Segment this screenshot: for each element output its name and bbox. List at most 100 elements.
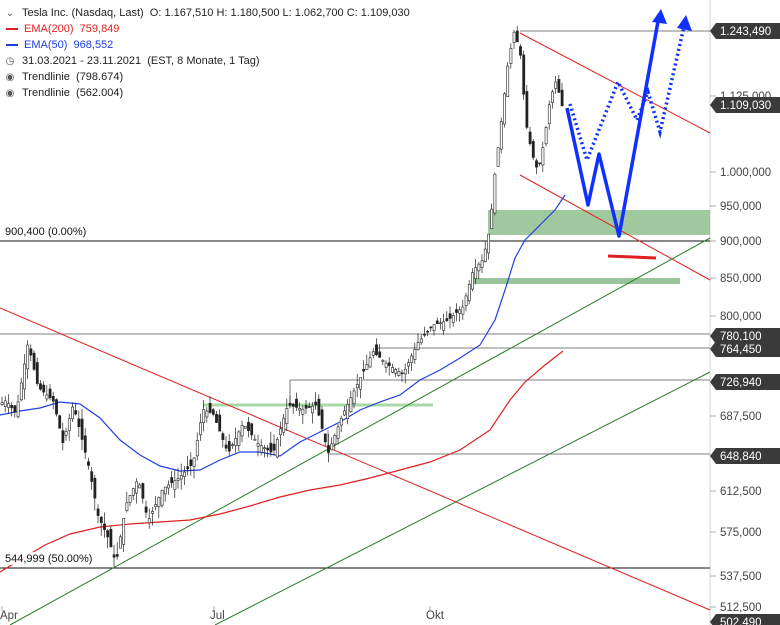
candle [103,512,106,538]
candle [0,396,4,406]
y-tick-label: 900,000 [720,236,762,248]
candle [19,377,23,402]
candle [499,117,503,154]
candle [439,317,442,330]
candle [122,518,126,553]
candle [512,29,516,49]
target-icon[interactable]: ◉ [5,72,15,83]
candle [256,434,260,457]
candle [538,162,542,167]
candle [410,353,414,372]
candle [474,259,478,285]
candle [352,387,356,409]
candle [199,413,202,441]
candle [416,333,420,351]
projection-dotted [568,21,687,166]
legend-trendline-2: ◉ Trendlinie (562.004) [4,85,410,101]
candle [26,340,30,380]
ema200-swatch [6,28,18,31]
candle [461,299,465,320]
legend-range: ◷ 31.03.2021 - 23.11.2021 (EST, 8 Monate,… [4,53,410,69]
candle [253,434,257,441]
candle [333,433,337,450]
target-icon[interactable]: ◉ [5,88,15,99]
candle [125,491,129,513]
support-zones [203,210,710,407]
candle [170,471,174,488]
candle [263,444,266,458]
candle [186,455,190,476]
candle [346,399,350,425]
candle [432,324,436,336]
candle [29,344,33,361]
candle [215,410,218,423]
candle [77,410,81,438]
candle [23,353,26,400]
clock-icon: ◷ [5,56,15,67]
candle [3,396,7,413]
candle [560,82,564,107]
y-tick-label: 612,500 [720,486,762,498]
y-tick-label: 1.000,000 [720,167,771,179]
legend-trendline-1: ◉ Trendlinie (798.674) [4,69,410,85]
candle [477,262,481,280]
price-tag: 502,490 [710,614,780,625]
candle [551,89,554,109]
price-tag: 1.109,030 [710,97,780,113]
candle [99,516,103,536]
legend-ema200: EMA(200) 759,849 [4,21,410,37]
candle [519,44,522,59]
downtrend-channel-lower [519,174,711,281]
candle [391,363,394,374]
candle [58,414,62,429]
candle [71,402,74,422]
support-zone-upper [488,210,710,235]
trendlines [0,32,711,625]
candle [451,312,455,327]
candle [135,478,138,504]
candle [189,452,193,476]
candle [119,534,122,549]
ema50-swatch [6,44,18,47]
price-tag-label: 1.109,030 [720,100,771,112]
x-tick-label: Jul [210,610,225,622]
candle [368,351,372,368]
candle [138,482,142,489]
candle [554,75,558,94]
candle [234,427,238,453]
candle [128,494,132,507]
candle [384,360,388,373]
price-tag-label: 726,940 [720,377,762,389]
candle [557,75,561,93]
expand-icon[interactable]: ⌄ [5,8,15,19]
candle [375,338,378,357]
candle [349,390,353,413]
chart-legend: ⌄ Tesla Inc. (Nasdaq, Last) O: 1.167,510 … [4,5,410,101]
candle [288,395,292,409]
x-tick-label: Okt [426,610,445,622]
candle [35,357,39,387]
y-tick-label: 800,000 [720,311,762,323]
price-tag-label: 1.243,490 [720,26,771,38]
candle [32,350,36,372]
candle [275,436,279,459]
candle [301,405,305,425]
candle [211,407,215,417]
price-tag: 648,840 [710,448,780,464]
candle [544,125,548,147]
candle [535,158,538,175]
candle [179,463,183,490]
candle [64,427,68,441]
candle [282,414,286,437]
candle [67,413,71,441]
level-labels: 900,400 (0.00%) 544,999 (50.00%) [2,225,94,565]
candle [426,330,430,337]
candle [151,507,154,526]
candle [407,358,410,374]
candle [330,437,334,451]
candle [423,326,426,338]
candle [362,360,366,380]
candle [378,344,382,358]
candle [42,381,46,396]
